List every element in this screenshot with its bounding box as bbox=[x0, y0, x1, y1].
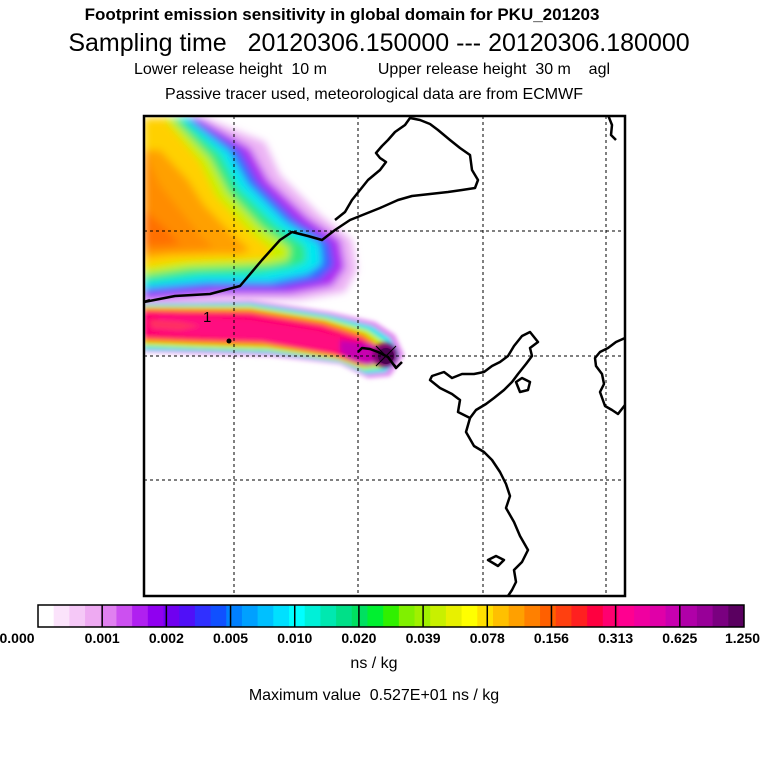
colorbar-cell bbox=[194, 605, 212, 627]
source-marker bbox=[375, 345, 397, 367]
colorbar-cell bbox=[226, 605, 243, 627]
colorbar-tick-label: 0.000 bbox=[0, 630, 35, 646]
colorbar-frame bbox=[37, 604, 745, 628]
footprint-map: 1 bbox=[142, 114, 627, 598]
colorbar-tick-label: 0.010 bbox=[277, 630, 312, 646]
max-units: ns / kg bbox=[452, 687, 500, 704]
colorbar-cell bbox=[383, 605, 400, 627]
colorbar-tick-label: 0.020 bbox=[341, 630, 376, 646]
colorbar-cell bbox=[524, 605, 541, 627]
colorbar-cell bbox=[53, 605, 70, 627]
colorbar-cell bbox=[618, 605, 635, 627]
lower-height-value: 10 m bbox=[291, 61, 327, 78]
colorbar-cell bbox=[241, 605, 259, 627]
tracer-note: Passive tracer used, meteorological data… bbox=[165, 86, 583, 103]
colorbar-cell bbox=[712, 605, 729, 627]
colorbar-cell bbox=[367, 605, 384, 627]
colorbar-cell bbox=[461, 605, 478, 627]
colorbar-cell bbox=[320, 605, 337, 627]
colorbar-tick-label: 0.039 bbox=[406, 630, 441, 646]
colorbar-cell bbox=[210, 605, 227, 627]
height-reference: agl bbox=[588, 61, 611, 78]
colorbar-cells bbox=[38, 605, 745, 627]
colorbar-cell bbox=[681, 605, 698, 627]
colorbar-cell bbox=[132, 605, 149, 627]
max-value: 0.527E+01 bbox=[369, 687, 448, 704]
colorbar-cell bbox=[492, 605, 510, 627]
colorbar-cell bbox=[304, 605, 321, 627]
sampling-end: 20120306.180000 bbox=[488, 29, 690, 57]
colorbar-tick-label: 0.005 bbox=[213, 630, 248, 646]
colorbar-tick-label: 0.313 bbox=[598, 630, 633, 646]
colorbar-ticks: 0.000 0.001 0.002 0.005 0.010 0.020 0.039 0.078… bbox=[0, 605, 760, 646]
maximum-value: Maximum value 0.527E+01 ns / kg bbox=[0, 687, 758, 705]
receptor-label: 1 bbox=[203, 309, 211, 326]
colorbar-cell bbox=[351, 605, 368, 627]
colorbar-cell bbox=[179, 605, 196, 627]
sampling-time: Sampling time 20120306.150000 --- 201203… bbox=[0, 29, 763, 58]
colorbar-tick-label: 1.250 bbox=[725, 630, 760, 646]
sampling-separator: --- bbox=[456, 29, 482, 57]
colorbar-cell bbox=[336, 605, 353, 627]
lower-plume bbox=[144, 300, 404, 378]
colorbar-cell bbox=[100, 605, 117, 627]
colorbar-tick-label: 0.156 bbox=[534, 630, 569, 646]
colorbar-units: ns / kg bbox=[350, 655, 398, 672]
colorbar-cell bbox=[728, 605, 745, 627]
release-heights: Lower release height 10 m Upper release … bbox=[0, 61, 756, 79]
colorbar-cell bbox=[38, 605, 55, 627]
colorbar-cell bbox=[555, 605, 572, 627]
colorbar-tick-label: 0.001 bbox=[85, 630, 120, 646]
colorbar-cell bbox=[163, 605, 180, 627]
colorbar-cell bbox=[430, 605, 447, 627]
colorbar-cell bbox=[602, 605, 619, 627]
colorbar-cell bbox=[540, 605, 557, 627]
colorbar-cell bbox=[85, 605, 102, 627]
colorbar-cell bbox=[634, 605, 651, 627]
upper-height-label: Upper release height bbox=[377, 61, 527, 78]
colorbar-cell bbox=[508, 605, 525, 627]
colorbar-cell bbox=[398, 605, 416, 627]
colorbar-cell bbox=[289, 605, 306, 627]
colorbar-cell bbox=[665, 605, 682, 627]
colorbar-cell bbox=[649, 605, 667, 627]
colorbar-tick-label: 0.002 bbox=[149, 630, 184, 646]
colorbar-cell bbox=[696, 605, 714, 627]
lower-height-label: Lower release height bbox=[133, 61, 283, 78]
colorbar-tick-label: 0.625 bbox=[662, 630, 697, 646]
sampling-label: Sampling time bbox=[68, 29, 227, 57]
colorbar-cell bbox=[445, 605, 463, 627]
sensitivity-field bbox=[144, 118, 404, 378]
colorbar-cell bbox=[69, 605, 86, 627]
colorbar-cell bbox=[587, 605, 604, 627]
coastlines bbox=[144, 116, 625, 596]
colorbar-cell bbox=[477, 605, 494, 627]
colorbar-cell bbox=[147, 605, 165, 627]
map-frame bbox=[142, 114, 627, 598]
upper-plume bbox=[144, 118, 357, 306]
sampling-start: 20120306.150000 bbox=[247, 29, 450, 57]
colorbar-tick-label: 0.078 bbox=[470, 630, 505, 646]
colorbar-cell bbox=[116, 605, 133, 627]
colorbar-cell bbox=[273, 605, 290, 627]
plot-title: Footprint emission sensitivity in global… bbox=[84, 5, 600, 24]
upper-height-value: 30 m bbox=[535, 61, 571, 78]
colorbar: 0.000 0.001 0.002 0.005 0.010 0.020 0.039 0.078… bbox=[0, 604, 760, 646]
colorbar-cell bbox=[257, 605, 274, 627]
receptor-point bbox=[226, 338, 232, 344]
colorbar-cell bbox=[571, 605, 588, 627]
max-label: Maximum value bbox=[248, 687, 361, 704]
